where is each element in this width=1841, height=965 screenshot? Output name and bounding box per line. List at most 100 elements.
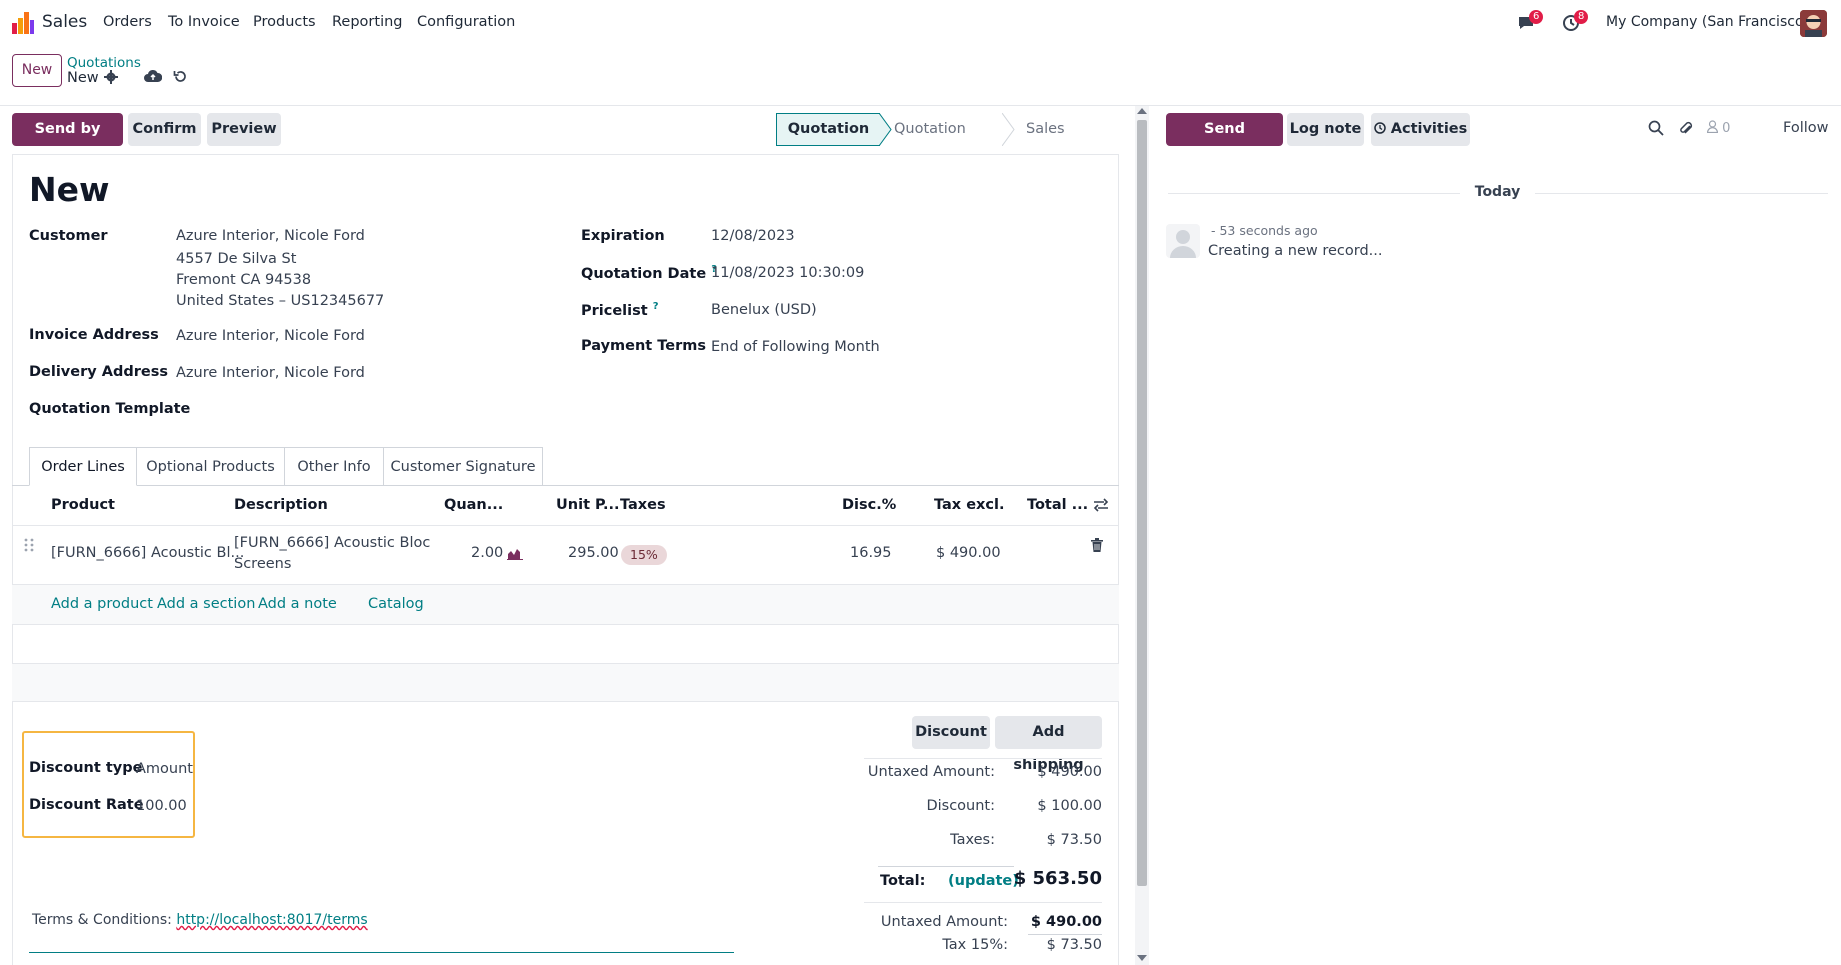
add-note-link[interactable]: Add a note — [258, 596, 337, 612]
tax15-label: Tax 15%: — [942, 937, 1008, 953]
status-quotation[interactable]: Quotation — [776, 113, 880, 146]
col-tax-excl[interactable]: Tax excl. — [934, 497, 1005, 513]
delivery-address-field[interactable]: Azure Interior, Nicole Ford — [176, 365, 365, 381]
terms-note-field[interactable]: Terms & Conditions: http://localhost:801… — [32, 912, 368, 928]
terms-url-link[interactable]: http://localhost:8017/terms — [176, 912, 368, 928]
untaxed-amount-summary-label: Untaxed Amount: — [880, 914, 1008, 930]
drag-handle-icon[interactable] — [24, 538, 34, 556]
add-product-link[interactable]: Add a product — [51, 596, 153, 612]
scroll-down-arrow-icon[interactable] — [1137, 955, 1147, 961]
clock-icon — [1373, 121, 1391, 137]
send-by-email-button[interactable]: Send by Email — [12, 113, 123, 170]
save-cloud-icon[interactable] — [144, 69, 163, 88]
followers-button[interactable]: 0 — [1706, 120, 1730, 136]
menu-orders[interactable]: Orders — [103, 14, 152, 30]
paperclip-icon[interactable] — [1678, 120, 1694, 140]
menu-configuration[interactable]: Configuration — [417, 14, 516, 30]
col-total[interactable]: Total ... — [1027, 497, 1089, 513]
col-quantity[interactable]: Quan... — [444, 497, 504, 513]
menu-to-invoice[interactable]: To Invoice — [168, 14, 240, 30]
add-section-link[interactable]: Add a section — [157, 596, 256, 612]
tabs-divider — [12, 485, 1119, 486]
pricelist-label: Pricelist ? — [581, 301, 659, 319]
col-taxes[interactable]: Taxes — [620, 497, 666, 513]
pricelist-field[interactable]: Benelux (USD) — [711, 302, 817, 318]
forecast-chart-icon[interactable] — [507, 546, 523, 564]
pricelist-label-text: Pricelist — [581, 302, 648, 319]
customer-country: United States – US12345677 — [176, 293, 385, 309]
preview-button[interactable]: Preview — [207, 113, 281, 146]
discard-icon[interactable] — [173, 69, 188, 88]
col-unit-price[interactable]: Unit P... — [556, 497, 620, 513]
total-label: Total: — [880, 873, 926, 889]
payment-terms-field[interactable]: End of Following Month — [711, 339, 880, 355]
record-title: New — [29, 170, 110, 209]
status-arrow-icon — [879, 113, 892, 146]
sales-app-icon[interactable] — [12, 12, 34, 34]
discount-type-field[interactable]: Amount — [136, 761, 193, 777]
menu-products[interactable]: Products — [253, 14, 316, 30]
breadcrumb-quotations[interactable]: Quotations — [67, 55, 141, 71]
gear-icon[interactable] — [104, 70, 118, 88]
trash-icon[interactable] — [1091, 538, 1103, 556]
discount-highlight-box — [22, 731, 195, 838]
discount-button[interactable]: Discount — [912, 716, 990, 749]
customer-field[interactable]: Azure Interior, Nicole Ford — [176, 228, 365, 244]
tax-tag[interactable]: 15% — [621, 545, 667, 565]
row-divider — [12, 701, 1119, 702]
col-disc[interactable]: Disc.% — [842, 497, 897, 513]
company-switcher[interactable]: My Company (San Francisco) — [1606, 14, 1809, 30]
cell-description-line2[interactable]: Screens — [234, 556, 292, 572]
quotation-date-field[interactable]: 11/08/2023 10:30:09 — [711, 265, 865, 281]
discount-type-label: Discount type — [29, 760, 143, 776]
follow-button[interactable]: Follow — [1783, 120, 1829, 136]
tax15-value: $ 73.50 — [1046, 937, 1102, 953]
catalog-link[interactable]: Catalog — [368, 596, 424, 612]
tab-customer-signature[interactable]: Customer Signature — [384, 447, 543, 486]
search-icon[interactable] — [1648, 120, 1664, 140]
status-arrow-icon — [1002, 113, 1015, 146]
cell-product[interactable]: [FURN_6666] Acoustic Bl... — [51, 545, 245, 561]
discount-rate-field[interactable]: 100.00 — [136, 798, 187, 814]
help-tooltip-icon[interactable]: ? — [711, 264, 718, 275]
taxes-value: $ 73.50 — [1046, 832, 1102, 848]
invoice-address-field[interactable]: Azure Interior, Nicole Ford — [176, 328, 365, 344]
expiration-field[interactable]: 12/08/2023 — [711, 228, 795, 244]
update-totals-link[interactable]: (update) — [948, 873, 1019, 889]
new-button[interactable]: New — [12, 54, 62, 87]
cell-unit-price[interactable]: 295.00 — [568, 545, 619, 561]
help-tooltip-icon[interactable]: ? — [652, 301, 659, 312]
cell-description-line1[interactable]: [FURN_6666] Acoustic Bloc — [234, 535, 431, 551]
message-body: Creating a new record... — [1208, 243, 1383, 259]
cell-tax-excl: $ 490.00 — [936, 545, 1001, 561]
quotation-template-label: Quotation Template — [29, 401, 191, 417]
send-message-button[interactable]: Send message — [1166, 113, 1283, 170]
app-name[interactable]: Sales — [42, 12, 88, 32]
activities-button[interactable]: Activities — [1371, 113, 1470, 146]
form-scrollbar-thumb[interactable] — [1137, 120, 1147, 886]
cell-disc[interactable]: 16.95 — [850, 545, 892, 561]
menu-reporting[interactable]: Reporting — [332, 14, 403, 30]
author-avatar[interactable] — [1166, 224, 1200, 258]
status-sales-order[interactable]: Sales Order — [1026, 121, 1067, 170]
column-settings-icon[interactable] — [1093, 498, 1109, 516]
untaxed-amount-summary-value: $ 490.00 — [1030, 914, 1102, 930]
tab-other-info[interactable]: Other Info — [285, 447, 384, 486]
col-product[interactable]: Product — [51, 497, 115, 513]
tab-optional-products[interactable]: Optional Products — [137, 447, 285, 486]
col-description[interactable]: Description — [234, 497, 328, 513]
status-quotation-sent[interactable]: Quotation Sent — [894, 121, 966, 170]
log-note-button[interactable]: Log note — [1287, 113, 1364, 146]
cell-quantity[interactable]: 2.00 — [471, 545, 504, 561]
user-avatar[interactable] — [1800, 10, 1827, 37]
scroll-up-arrow-icon[interactable] — [1137, 108, 1147, 114]
activities-button-label: Activities — [1390, 121, 1468, 137]
tab-order-lines[interactable]: Order Lines — [29, 447, 137, 486]
row-divider — [12, 584, 1119, 585]
add-lines-row — [12, 585, 1119, 625]
add-shipping-button[interactable]: Add shipping — [995, 716, 1102, 773]
confirm-button[interactable]: Confirm — [128, 113, 201, 146]
empty-row — [12, 664, 1119, 701]
discount-rate-label: Discount Rate — [29, 797, 144, 813]
untaxed-amount-value: $ 490.00 — [1037, 764, 1102, 780]
